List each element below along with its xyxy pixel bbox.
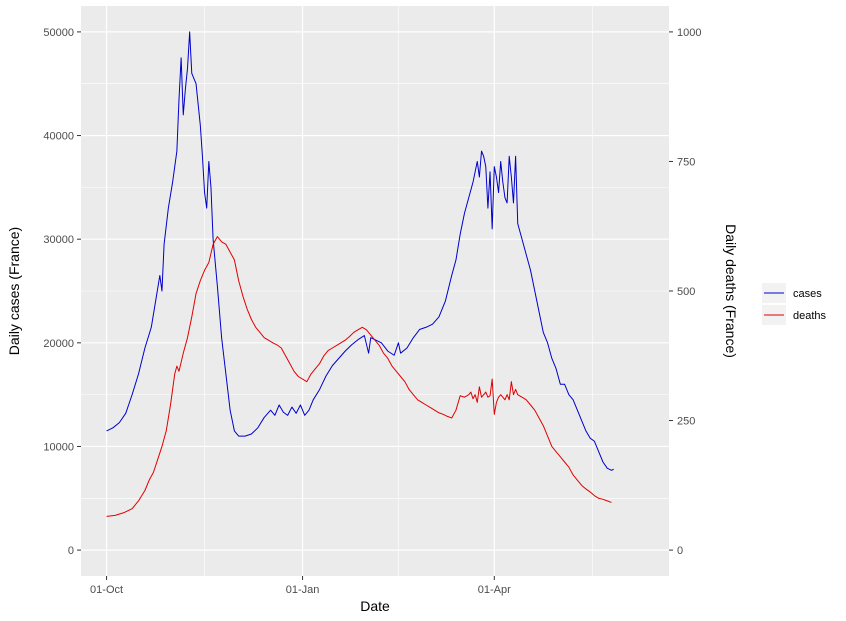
- right-axis-tick-label: 0: [677, 545, 683, 557]
- right-axis-tick-label: 750: [677, 156, 695, 168]
- right-axis-tick-label: 500: [677, 286, 695, 298]
- legend-label-cases: cases: [793, 288, 822, 300]
- x-axis-tick-label: 01-Oct: [90, 584, 123, 596]
- left-axis-tick-label: 40000: [43, 131, 74, 143]
- minor-gridlines: [81, 6, 669, 576]
- left-axis-tick-label: 0: [68, 545, 74, 557]
- left-axis-tick-label: 20000: [43, 338, 74, 350]
- left-axis-tick-label: 10000: [43, 441, 74, 453]
- right-y-axis-title: Daily deaths (France): [723, 224, 739, 358]
- left-axis-tick-label: 30000: [43, 234, 74, 246]
- legend-label-deaths: deaths: [793, 310, 827, 322]
- series-layer: [106, 31, 614, 517]
- x-axis-tick-label: 01-Jan: [286, 584, 320, 596]
- right-axis-tick-label: 250: [677, 416, 695, 428]
- left-y-axis: 0 10000 20000 30000 40000 50000: [43, 27, 81, 557]
- right-y-axis: 0 250 500 750 1000: [669, 27, 701, 557]
- left-axis-tick-label: 50000: [43, 27, 74, 39]
- right-axis-tick-label: 1000: [677, 27, 701, 39]
- left-y-axis-title: Daily cases (France): [6, 227, 22, 355]
- x-axis-tick-label: 01-Apr: [478, 584, 511, 596]
- legend: cases deaths: [762, 283, 827, 325]
- series-line-cases: [106, 31, 614, 471]
- x-axis-title: Date: [360, 598, 390, 614]
- major-gridlines: [81, 6, 669, 576]
- series-line-deaths: [106, 236, 612, 517]
- x-axis: 01-Oct 01-Jan 01-Apr: [90, 576, 511, 596]
